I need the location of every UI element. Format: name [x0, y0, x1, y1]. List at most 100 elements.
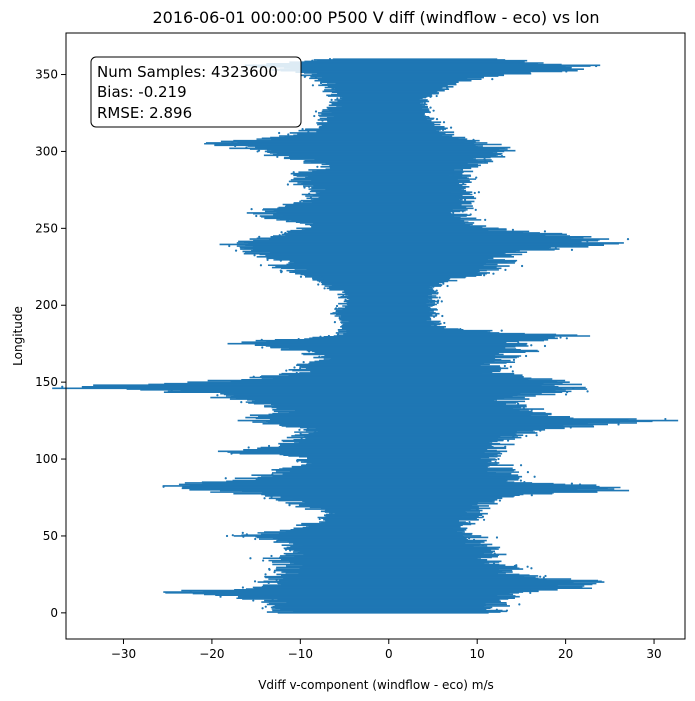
data-point — [436, 301, 439, 305]
data-point — [216, 394, 219, 397]
data-point — [309, 196, 313, 199]
data-point — [495, 608, 498, 611]
data-point — [529, 591, 532, 594]
data-point — [245, 146, 248, 149]
data-point — [314, 110, 318, 113]
data-point — [330, 98, 333, 102]
data-point — [288, 504, 291, 507]
data-point — [318, 517, 321, 521]
data-point — [285, 369, 288, 372]
data-point — [228, 244, 231, 248]
data-point — [564, 393, 568, 396]
data-point — [428, 111, 431, 114]
data-point — [559, 336, 562, 339]
data-point — [261, 346, 264, 349]
data-point — [578, 483, 582, 486]
data-point — [511, 228, 515, 231]
data-point — [234, 249, 238, 252]
data-point — [516, 402, 520, 405]
data-point — [336, 97, 339, 100]
data-point — [267, 444, 271, 448]
data-point — [311, 59, 314, 62]
data-point — [509, 365, 512, 368]
data-point — [317, 283, 320, 286]
bias-text: Bias: -0.219 — [97, 83, 187, 101]
data-point — [504, 268, 507, 271]
data-point — [474, 208, 477, 211]
x-axis-label: Vdiff v-component (windflow - eco) m/s — [258, 678, 494, 692]
data-point — [311, 84, 315, 87]
data-point — [452, 211, 455, 215]
data-point — [438, 296, 441, 299]
data-point — [483, 158, 486, 161]
data-point — [526, 565, 529, 568]
data-point — [338, 316, 341, 319]
data-point — [292, 171, 295, 174]
data-point — [432, 109, 435, 112]
data-point — [261, 607, 264, 610]
data-point — [262, 559, 265, 562]
data-point — [530, 494, 533, 497]
x-tick-label: 20 — [558, 647, 573, 661]
data-point — [263, 497, 266, 500]
data-point — [255, 214, 258, 218]
data-point — [327, 334, 331, 338]
data-point — [270, 554, 273, 558]
data-point — [284, 231, 287, 235]
data-point — [437, 299, 440, 302]
data-point — [522, 407, 525, 410]
data-point — [318, 355, 321, 358]
data-point — [468, 521, 471, 524]
data-point — [483, 274, 486, 277]
data-point — [280, 231, 283, 234]
data-point — [335, 304, 339, 308]
data-point — [505, 609, 509, 612]
data-point — [334, 307, 338, 310]
data-point — [439, 322, 442, 325]
data-point — [462, 182, 465, 185]
data-point — [472, 538, 476, 541]
data-point — [565, 337, 568, 340]
data-point — [500, 329, 503, 332]
data-point — [61, 385, 64, 388]
data-point — [299, 275, 303, 278]
data-point — [297, 337, 300, 341]
data-point — [224, 477, 227, 480]
data-point — [554, 247, 557, 250]
data-point — [617, 423, 620, 426]
data-point — [342, 294, 345, 298]
rmse-text: RMSE: 2.896 — [97, 104, 192, 122]
data-point — [504, 445, 507, 448]
data-point — [247, 446, 250, 449]
data-point — [523, 481, 526, 484]
y-tick-label: 300 — [35, 144, 58, 158]
data-point — [301, 128, 304, 131]
data-point — [253, 254, 256, 257]
y-axis-label: Longitude — [11, 306, 25, 366]
data-point — [344, 298, 347, 301]
data-point — [293, 366, 296, 369]
data-point — [286, 183, 289, 186]
data-point — [323, 287, 326, 290]
data-point — [271, 473, 274, 476]
data-point — [530, 344, 533, 347]
data-point — [435, 118, 439, 121]
data-point — [252, 599, 255, 602]
data-point — [302, 361, 305, 364]
data-point — [295, 371, 298, 375]
y-tick-label: 150 — [35, 375, 58, 389]
data-point — [219, 595, 222, 598]
data-point — [544, 574, 547, 578]
stats-box: Num Samples: 4323600 Bias: -0.219 RMSE: … — [90, 56, 302, 128]
x-tick-label: 30 — [646, 647, 661, 661]
data-point — [459, 327, 462, 331]
y-tick-label: 0 — [50, 606, 58, 620]
data-point — [503, 364, 506, 368]
data-point — [423, 101, 426, 105]
x-tick-label: 0 — [385, 647, 393, 661]
x-axis-ticks: −30 −20 −10 0 10 20 30 — [111, 639, 662, 661]
y-tick-label: 200 — [35, 298, 58, 312]
data-point — [241, 586, 245, 589]
x-tick-label: −20 — [199, 647, 224, 661]
data-point — [542, 576, 545, 579]
